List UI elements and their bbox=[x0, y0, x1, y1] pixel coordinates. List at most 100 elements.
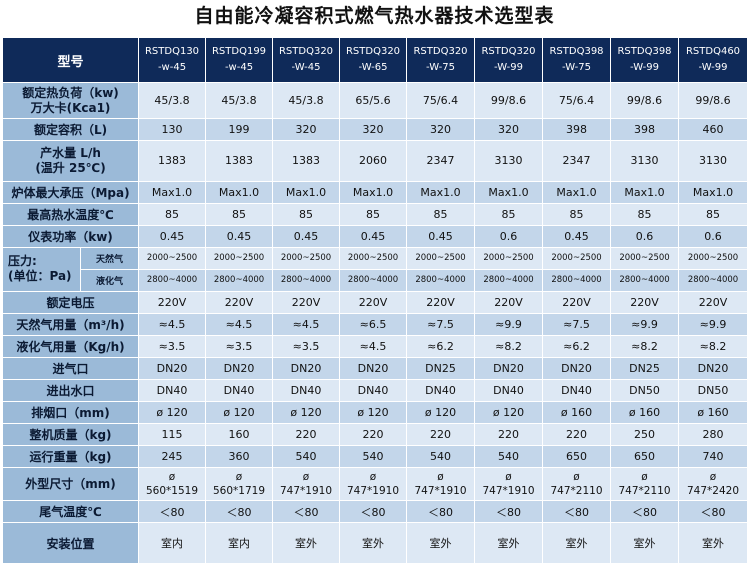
table-row: 外型尺寸（mm) ø 560*1519 ø 560*1719 ø 747*1910 ø 747*… bbox=[1, 466, 749, 502]
value-cell: Max1.0 bbox=[542, 180, 612, 204]
value-cell: 540 bbox=[474, 444, 544, 468]
value-cell: ＜80 bbox=[474, 500, 544, 524]
row-label: 炉体最大承压（Mpa) bbox=[1, 180, 140, 204]
cell-line: 747*1910 bbox=[347, 484, 400, 497]
table-row: 型号 RSTDQ130 -w-45 RSTDQ199 -w-45 RSTDQ320 -W-4… bbox=[1, 36, 749, 84]
value-cell: 1383 bbox=[272, 140, 341, 182]
value-cell: 0.45 bbox=[542, 224, 612, 248]
value-cell: 99/8.6 bbox=[610, 82, 680, 120]
value-cell: 320 bbox=[272, 118, 341, 142]
table-row: 压力: (单位：Pa) 天然气 2000~2500 2000~2500 2000~2500… bbox=[2, 246, 749, 292]
model-header-1: RSTDQ130 -w-45 bbox=[138, 36, 207, 84]
value-cell: DN40 bbox=[138, 378, 207, 402]
value-cell: ≈7.5 bbox=[406, 312, 476, 336]
value-cell: 65/5.6 bbox=[339, 82, 408, 120]
model-header-8: RSTDQ398 -W-99 bbox=[610, 36, 680, 84]
value-cell: ＜80 bbox=[339, 500, 408, 524]
value-cell: 99/8.6 bbox=[678, 82, 749, 120]
value-cell: 220V bbox=[678, 290, 749, 314]
value-cell: ＜80 bbox=[610, 500, 680, 524]
table-row: 进气口 DN20 DN20 DN20 DN20 DN25 DN20 DN20 DN25 DN20 bbox=[1, 356, 749, 380]
table-row: 液化气用量（Kg/h) ≈3.5 ≈3.5 ≈3.5 ≈4.5 ≈6.2 ≈8.2 ≈6.2 ≈… bbox=[1, 334, 749, 358]
value-cell: ≈6.5 bbox=[339, 312, 408, 336]
value-cell: 2000~2500 bbox=[138, 246, 207, 270]
value-cell: 2800~4000 bbox=[205, 268, 274, 292]
model-header-5: RSTDQ320 -W-75 bbox=[406, 36, 476, 84]
value-cell: 1383 bbox=[205, 140, 274, 182]
model-header-9: RSTDQ460 -W-99 bbox=[678, 36, 749, 84]
value-cell: ＜80 bbox=[678, 500, 749, 524]
value-cell: ø 120 bbox=[138, 400, 207, 424]
cell-line: -W-65 bbox=[358, 62, 388, 74]
model-header-2: RSTDQ199 -w-45 bbox=[205, 36, 274, 84]
value-cell: 2000~2500 bbox=[610, 246, 680, 270]
value-cell: ≈4.5 bbox=[272, 312, 341, 336]
cell-line: 747*2110 bbox=[618, 484, 671, 497]
value-cell: 2000~2500 bbox=[272, 246, 341, 270]
row-label: 天然气用量（m³/h) bbox=[1, 312, 140, 336]
value-cell: 2800~4000 bbox=[474, 268, 544, 292]
cell-line: -W-99 bbox=[698, 62, 728, 74]
value-cell: 0.45 bbox=[205, 224, 274, 248]
value-cell: 3130 bbox=[610, 140, 680, 182]
value-cell: ＜80 bbox=[205, 500, 274, 524]
value-cell: 2347 bbox=[406, 140, 476, 182]
value-cell: 320 bbox=[339, 118, 408, 142]
value-cell: 460 bbox=[678, 118, 749, 142]
value-cell: ＜80 bbox=[138, 500, 207, 524]
value-cell: ≈3.5 bbox=[138, 334, 207, 358]
value-cell: ø 560*1519 bbox=[138, 466, 207, 502]
value-cell: ≈8.2 bbox=[474, 334, 544, 358]
row-label: 尾气温度℃ bbox=[1, 500, 140, 524]
row-label: 额定容积（L) bbox=[1, 118, 140, 142]
value-cell: DN40 bbox=[474, 378, 544, 402]
value-cell: ≈3.5 bbox=[205, 334, 274, 358]
table-row: 最高热水温度℃ 85 85 85 85 85 85 85 85 85 bbox=[1, 202, 749, 226]
table-row: 炉体最大承压（Mpa) Max1.0 Max1.0 Max1.0 Max1.0 Max1.… bbox=[1, 180, 749, 204]
value-cell: 0.6 bbox=[678, 224, 749, 248]
value-cell: ＜80 bbox=[406, 500, 476, 524]
value-cell: DN25 bbox=[610, 356, 680, 380]
value-cell: 85 bbox=[138, 202, 207, 226]
value-cell: 0.6 bbox=[610, 224, 680, 248]
value-cell: 2800~4000 bbox=[339, 268, 408, 292]
value-cell: ø 747*1910 bbox=[474, 466, 544, 502]
value-cell: 99/8.6 bbox=[474, 82, 544, 120]
model-header-6: RSTDQ320 -W-99 bbox=[474, 36, 544, 84]
value-cell: 2800~4000 bbox=[678, 268, 749, 292]
value-cell: ø 747*1910 bbox=[406, 466, 476, 502]
value-cell: ≈4.5 bbox=[339, 334, 408, 358]
cell-line: -W-45 bbox=[291, 62, 321, 74]
table-row: 排烟口（mm) ø 120 ø 120 ø 120 ø 120 ø 120 ø 120 ø 1… bbox=[1, 400, 749, 424]
table-row: 额定容积（L) 130 199 320 320 320 320 398 398 460 bbox=[1, 118, 749, 142]
value-cell: 85 bbox=[406, 202, 476, 226]
value-cell: 85 bbox=[610, 202, 680, 226]
table-row: 尾气温度℃ ＜80 ＜80 ＜80 ＜80 ＜80 ＜80 ＜80 ＜80 ＜80 bbox=[1, 500, 749, 524]
row-label: 进气口 bbox=[1, 356, 140, 380]
value-cell: 2800~4000 bbox=[272, 268, 341, 292]
cell-line: 压力: bbox=[8, 254, 37, 269]
value-cell: DN50 bbox=[678, 378, 749, 402]
value-cell: ＜80 bbox=[272, 500, 341, 524]
cell-line: ø bbox=[369, 470, 377, 483]
cell-line: -W-99 bbox=[630, 62, 660, 74]
value-cell: DN40 bbox=[406, 378, 476, 402]
value-cell: 2000~2500 bbox=[205, 246, 274, 270]
row-label: 液化气用量（Kg/h) bbox=[1, 334, 140, 358]
value-cell: 245 bbox=[138, 444, 207, 468]
cell-line: ø bbox=[302, 470, 310, 483]
cell-line: ø bbox=[573, 470, 580, 483]
value-cell: Max1.0 bbox=[406, 180, 476, 204]
value-cell: 0.45 bbox=[406, 224, 476, 248]
value-cell: ø 160 bbox=[542, 400, 612, 424]
value-cell: 320 bbox=[406, 118, 476, 142]
value-cell: 2000~2500 bbox=[406, 246, 476, 270]
value-cell: Max1.0 bbox=[339, 180, 408, 204]
value-cell: ø 120 bbox=[474, 400, 544, 424]
row-label: 安装位置 bbox=[1, 522, 140, 564]
row-label: 产水量 L/h (温升 25℃) bbox=[1, 140, 140, 182]
cell-line: 额定热负荷（kw) bbox=[22, 85, 119, 100]
value-cell: ≈8.2 bbox=[678, 334, 749, 358]
cell-line: (温升 25℃) bbox=[35, 160, 106, 175]
value-cell: 220V bbox=[205, 290, 274, 314]
